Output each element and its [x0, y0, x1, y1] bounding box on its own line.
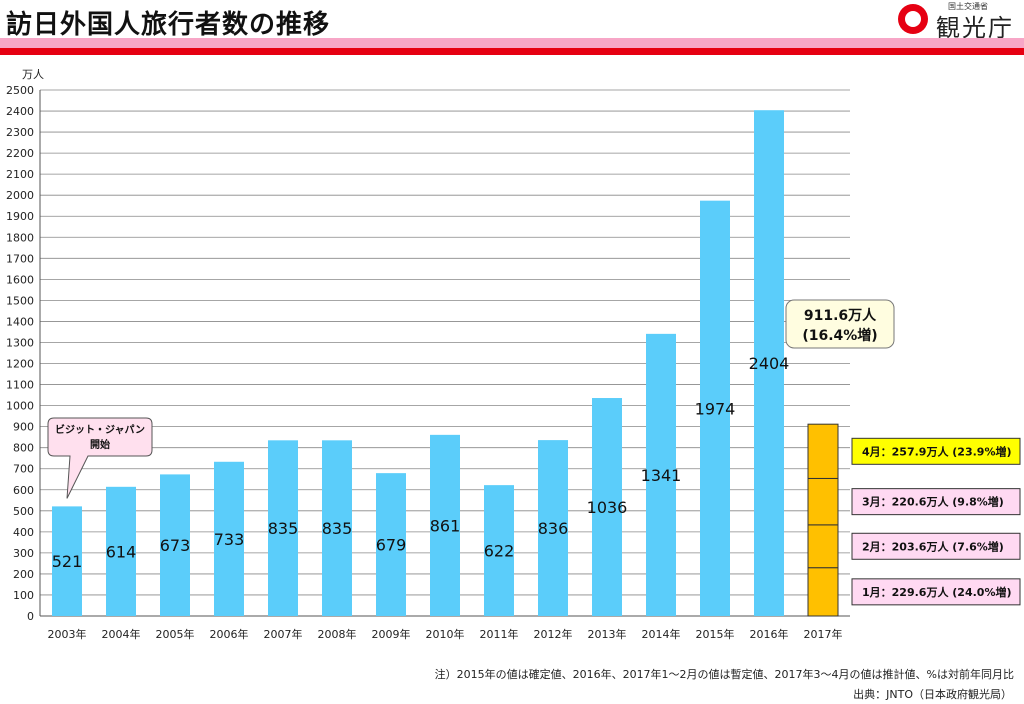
y-tick-label: 700 — [13, 463, 34, 476]
bar-data-label: 1974 — [695, 399, 736, 418]
y-tick-label: 1800 — [6, 231, 34, 244]
annotation-callout-box — [47, 417, 153, 499]
x-tick-label: 2004年 — [102, 627, 141, 641]
bar-data-label: 2404 — [749, 354, 790, 373]
y-tick-label: 1700 — [6, 252, 34, 265]
total-callout-growth: (16.4%増) — [802, 327, 877, 344]
y-tick-label: 100 — [13, 589, 34, 602]
x-tick-label: 2014年 — [642, 627, 681, 641]
bar-2016年 — [754, 110, 784, 616]
y-tick-label: 1000 — [6, 400, 34, 413]
y-tick-label: 1300 — [6, 336, 34, 349]
header-band-red — [0, 48, 1024, 55]
segment-callout-box — [851, 488, 1021, 516]
y-tick-label: 2300 — [6, 126, 34, 139]
bar-data-label: 861 — [430, 516, 461, 535]
bar-data-label: 1036 — [587, 498, 628, 517]
stacked-segment-1月 — [807, 567, 839, 617]
segment-callout-label: 3月：220.6万人 (9.8%増) — [862, 495, 1004, 509]
segment-callout-label: 2月：203.6万人 (7.6%増) — [862, 539, 1004, 553]
x-tick-label: 2013年 — [588, 627, 627, 641]
x-tick-label: 2010年 — [426, 627, 465, 641]
bar-2006年 — [214, 461, 244, 616]
bar-2011年 — [484, 485, 514, 616]
x-tick-label: 2005年 — [156, 627, 195, 641]
y-tick-label: 2000 — [6, 189, 34, 202]
bar-2014年 — [646, 333, 676, 616]
y-tick-label: 800 — [13, 442, 34, 455]
y-tick-label: 1500 — [6, 294, 34, 307]
y-tick-label: 1900 — [6, 210, 34, 223]
bar-data-label: 835 — [322, 519, 353, 538]
y-tick-label: 1400 — [6, 315, 34, 328]
y-tick-label: 2200 — [6, 147, 34, 160]
stacked-segment-4月 — [807, 423, 839, 479]
segment-callout-label: 4月：257.9万人 (23.9%増) — [862, 444, 1012, 458]
bar-data-label: 614 — [106, 542, 137, 561]
bar-data-label: 673 — [160, 536, 191, 555]
segment-callout-label: 1月：229.6万人 (24.0%増) — [862, 585, 1012, 599]
y-tick-label: 2400 — [6, 105, 34, 118]
bar-2004年 — [106, 486, 136, 616]
visitor-bar-chart: 万人 0 100 200 300 400 500 600 700 800 900 1000 1100 12… — [6, 68, 1021, 641]
y-tick-label: 400 — [13, 526, 34, 539]
y-tick-label: 2100 — [6, 168, 34, 181]
bar-2009年 — [376, 473, 406, 616]
bar-data-label: 679 — [376, 536, 407, 555]
annotation-line2: 開始 — [90, 438, 110, 451]
bar-2007年 — [268, 440, 298, 616]
bar-data-label: 835 — [268, 519, 299, 538]
source-note: 出典：JNTO（日本政府観光局） — [853, 688, 1012, 701]
bar-data-label: 521 — [52, 552, 83, 571]
y-tick-label: 1600 — [6, 273, 34, 286]
bar-2008年 — [322, 440, 352, 616]
y-axis-unit: 万人 — [22, 68, 44, 81]
logo-mark-icon — [898, 4, 928, 34]
y-tick-label: 500 — [13, 505, 34, 518]
x-tick-label: 2006年 — [210, 627, 249, 641]
bar-2010年 — [430, 434, 460, 616]
y-tick-label: 300 — [13, 547, 34, 560]
x-tick-label: 2008年 — [318, 627, 357, 641]
x-tick-label: 2009年 — [372, 627, 411, 641]
bar-data-label: 836 — [538, 519, 569, 538]
y-tick-label: 2500 — [6, 84, 34, 97]
annotation-line1: ビジット・ジャパン — [55, 423, 145, 436]
agency-logo: 国土交通省 観光庁 — [890, 0, 1020, 42]
x-tick-label: 2011年 — [480, 627, 519, 641]
bar-data-label: 733 — [214, 530, 245, 549]
total-callout-box — [785, 299, 895, 349]
bar-2012年 — [538, 440, 568, 616]
stacked-segment-2月 — [807, 524, 839, 569]
x-tick-label: 2007年 — [264, 627, 303, 641]
x-tick-label: 2016年 — [750, 627, 789, 641]
bar-2003年 — [52, 506, 82, 616]
x-tick-label: 2015年 — [696, 627, 735, 641]
y-tick-label: 200 — [13, 568, 34, 581]
y-tick-label: 600 — [13, 484, 34, 497]
bar-2015年 — [700, 200, 730, 616]
y-tick-label: 900 — [13, 421, 34, 434]
y-tick-label: 0 — [27, 610, 34, 623]
bar-2005年 — [160, 474, 190, 616]
stacked-segment-3月 — [807, 477, 839, 526]
segment-callout-box — [851, 532, 1021, 560]
header-band-pink — [0, 38, 1024, 48]
segment-callout-box — [851, 437, 1021, 465]
footnote: 注）2015年の値は確定値、2016年、2017年1～2月の値は暫定値、2017… — [434, 668, 1014, 681]
page-title: 訪日外国人旅行者数の推移 — [6, 10, 331, 40]
segment-callout-box — [851, 578, 1021, 606]
x-tick-label: 2012年 — [534, 627, 573, 641]
bar-2013年 — [592, 398, 622, 616]
total-callout-value: 911.6万人 — [804, 307, 877, 324]
y-tick-label: 1100 — [6, 379, 34, 392]
bar-data-label: 1341 — [641, 466, 682, 485]
logo-name: 観光庁 — [936, 14, 1014, 42]
y-tick-label: 1200 — [6, 358, 34, 371]
x-tick-label: 2003年 — [48, 627, 87, 641]
logo-ministry: 国土交通省 — [948, 2, 988, 11]
bar-data-label: 622 — [484, 542, 515, 561]
x-tick-label: 2017年 — [804, 627, 843, 641]
